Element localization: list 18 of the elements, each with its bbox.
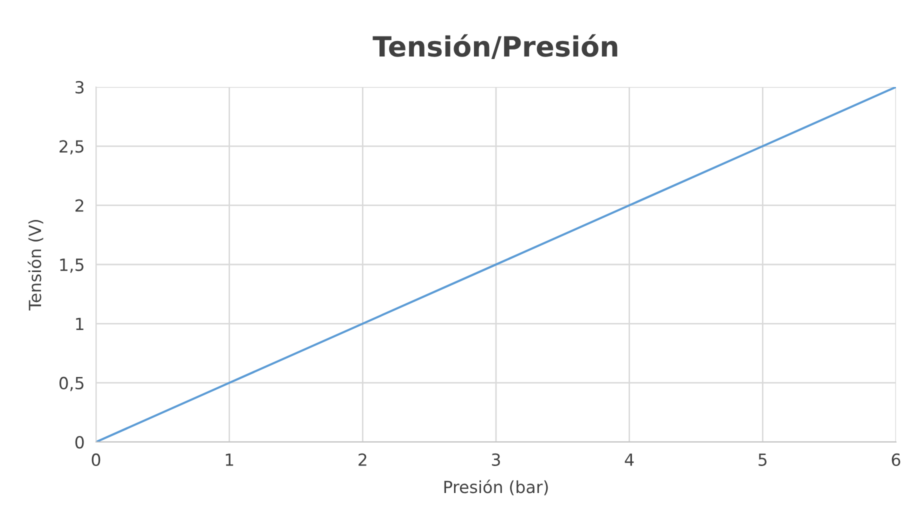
- x-tick-label: 5: [758, 454, 767, 466]
- x-tick-label: 4: [624, 454, 634, 466]
- y-tick-label: 0: [75, 436, 84, 449]
- chart-title: Tensión/Presión: [372, 34, 618, 60]
- y-tick-label: 2,5: [60, 140, 84, 154]
- y-tick-label: 1: [76, 318, 84, 330]
- x-tick-label: 2: [358, 453, 366, 466]
- y-axis-title: Tensión (V): [28, 220, 44, 311]
- y-tick-label: 2: [76, 199, 84, 212]
- y-tick-label: 3: [76, 80, 84, 94]
- x-tick-label: 6: [892, 453, 900, 466]
- x-tick-label: 0: [92, 453, 100, 466]
- x-tick-label: 1: [226, 454, 234, 466]
- x-tick-label: 3: [492, 453, 500, 466]
- x-axis-title: Presión (bar): [444, 480, 548, 496]
- line-series: [96, 87, 896, 442]
- y-tick-label: 0,5: [59, 376, 84, 392]
- y-tick-label: 1,5: [60, 258, 84, 273]
